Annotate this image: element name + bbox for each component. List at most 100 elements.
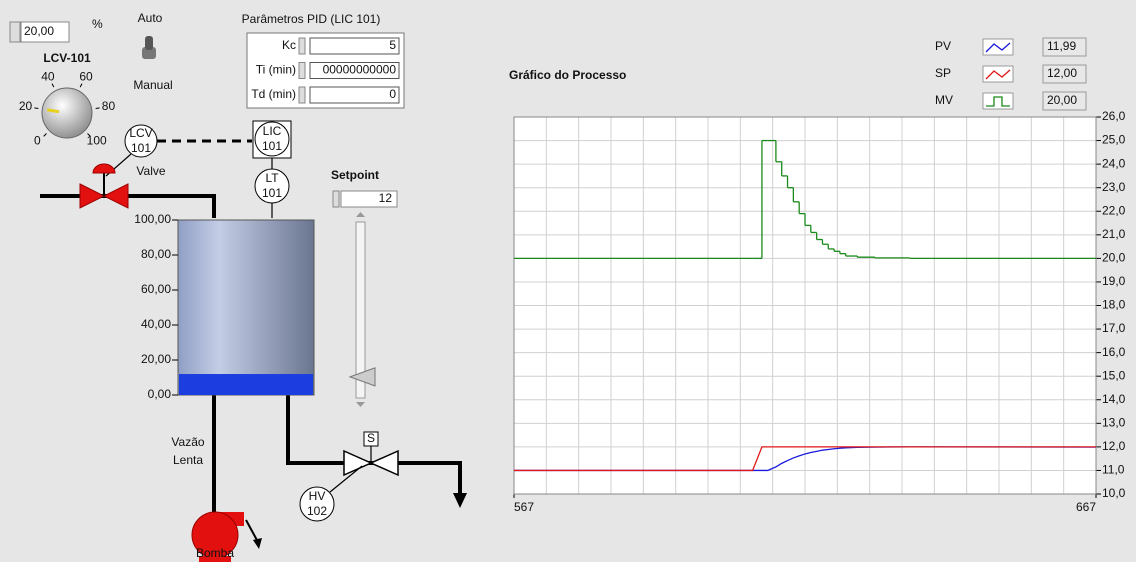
numeric-input[interactable] xyxy=(340,190,398,208)
pid-value: 0 xyxy=(389,87,396,101)
y-tick-label: 21,0 xyxy=(1102,227,1126,241)
instrument-bubble xyxy=(254,121,290,157)
mode-off: Manual xyxy=(133,78,172,92)
legend-label: MV xyxy=(935,93,953,107)
legend-value-box xyxy=(1042,64,1087,84)
instrument-bubble xyxy=(254,168,290,204)
instrument-tag: LT xyxy=(265,171,279,185)
output-unit: % xyxy=(92,17,103,31)
knob-tick-label: 100 xyxy=(87,133,107,147)
pid-label: Ti (min) xyxy=(256,63,296,77)
spin-buttons[interactable] xyxy=(332,190,340,208)
flow-label: Vazão xyxy=(171,435,204,449)
knob-tick xyxy=(43,133,47,137)
y-tick-label: 10,0 xyxy=(1102,486,1126,500)
legend-swatch xyxy=(982,92,1014,110)
knob-pointer xyxy=(47,108,60,114)
instrument-loop: 101 xyxy=(262,186,282,200)
pid-title: Parâmetros PID (LIC 101) xyxy=(242,12,381,26)
spin-buttons[interactable] xyxy=(298,37,306,55)
y-tick-label: 18,0 xyxy=(1102,298,1126,312)
y-tick-label: 17,0 xyxy=(1102,321,1126,335)
knob-tick-label: 0 xyxy=(34,133,41,147)
y-tick-label: 24,0 xyxy=(1102,156,1126,170)
flow-label: Lenta xyxy=(173,453,203,467)
signal-line xyxy=(329,465,363,493)
y-tick-label: 16,0 xyxy=(1102,345,1126,359)
y-tick-label: 12,0 xyxy=(1102,439,1126,453)
legend-glyph xyxy=(985,42,1011,53)
y-tick-label: 23,0 xyxy=(1102,180,1126,194)
discharge-arrow xyxy=(245,519,259,543)
output-value: 20,00 xyxy=(24,24,54,38)
knob-tick-label: 60 xyxy=(79,70,93,84)
pid-value: 00000000000 xyxy=(323,63,397,77)
instrument-tag: LCV xyxy=(129,126,152,140)
y-tick-label: 26,0 xyxy=(1102,109,1126,123)
setpoint-value: 12 xyxy=(379,191,393,205)
slider-track[interactable] xyxy=(355,221,366,399)
toggle-switch[interactable] xyxy=(142,36,156,59)
setpoint-label: Setpoint xyxy=(331,168,379,182)
legend-glyph xyxy=(985,69,1011,80)
knob-tick xyxy=(79,83,83,88)
pump-label: Bomba xyxy=(196,546,234,560)
solenoid-label: S xyxy=(367,431,375,445)
knob[interactable] xyxy=(41,87,93,139)
knob-tick-label: 20 xyxy=(19,99,33,113)
instrument-loop: 102 xyxy=(307,504,327,518)
discharge-arrow xyxy=(253,538,262,549)
knob-tick xyxy=(51,83,55,88)
x-tick-label: 667 xyxy=(1076,500,1096,514)
instrument-tag: LIC xyxy=(263,124,282,138)
tank-tick-label: 20,00 xyxy=(141,352,171,366)
flow-arrow xyxy=(453,493,467,508)
pid-label: Td (min) xyxy=(251,87,296,101)
spin-buttons[interactable] xyxy=(298,86,306,104)
chart-title: Gráfico do Processo xyxy=(509,68,626,82)
knob-tick xyxy=(95,107,100,109)
control-valve[interactable] xyxy=(79,163,129,209)
spin-buttons[interactable] xyxy=(9,21,21,43)
pump[interactable] xyxy=(191,511,244,562)
legend-value-box xyxy=(1042,91,1087,111)
slider-pointer[interactable] xyxy=(348,367,376,387)
numeric-input[interactable] xyxy=(309,37,400,55)
spin-buttons[interactable] xyxy=(298,62,306,79)
y-tick-label: 20,0 xyxy=(1102,251,1126,265)
series-line xyxy=(514,446,1096,472)
instrument-loop: 101 xyxy=(262,139,282,153)
valve-tag: LCV-101 xyxy=(43,51,91,65)
tank xyxy=(177,219,315,396)
x-tick-label: 567 xyxy=(514,500,534,514)
tank-tick-label: 100,00 xyxy=(134,212,171,226)
y-tick-label: 13,0 xyxy=(1102,415,1126,429)
y-tick-label: 19,0 xyxy=(1102,274,1126,288)
legend-value: 20,00 xyxy=(1047,93,1077,107)
legend-value-box xyxy=(1042,37,1087,57)
y-tick-label: 22,0 xyxy=(1102,203,1126,217)
knob-tick xyxy=(87,133,91,137)
pid-label: Kc xyxy=(282,38,296,52)
legend-label: SP xyxy=(935,66,951,80)
instrument-bubble xyxy=(299,486,335,522)
knob-tick-label: 40 xyxy=(41,70,55,84)
numeric-input[interactable] xyxy=(309,62,400,79)
valve-label: Valve xyxy=(136,164,165,178)
y-tick-label: 11,0 xyxy=(1102,463,1125,477)
y-tick-label: 14,0 xyxy=(1102,392,1126,406)
tank-tick-label: 40,00 xyxy=(141,317,171,331)
chart-layer: 26,0 25,0 24,0 23,0 22,0 21,0 20,0 19,0 18,0 17,0… xyxy=(513,37,1126,514)
knob-tick xyxy=(34,107,39,109)
plot-frame xyxy=(513,116,1097,495)
instrument-loop: 101 xyxy=(131,141,151,155)
legend-glyph xyxy=(986,96,1010,107)
mode-on: Auto xyxy=(138,11,163,25)
y-tick-label: 15,0 xyxy=(1102,368,1126,382)
numeric-input[interactable] xyxy=(20,21,70,43)
pid-value: 5 xyxy=(389,38,396,52)
numeric-input[interactable] xyxy=(309,86,400,104)
knob-tick-label: 80 xyxy=(102,99,116,113)
instrument-tag: HV xyxy=(309,489,326,503)
